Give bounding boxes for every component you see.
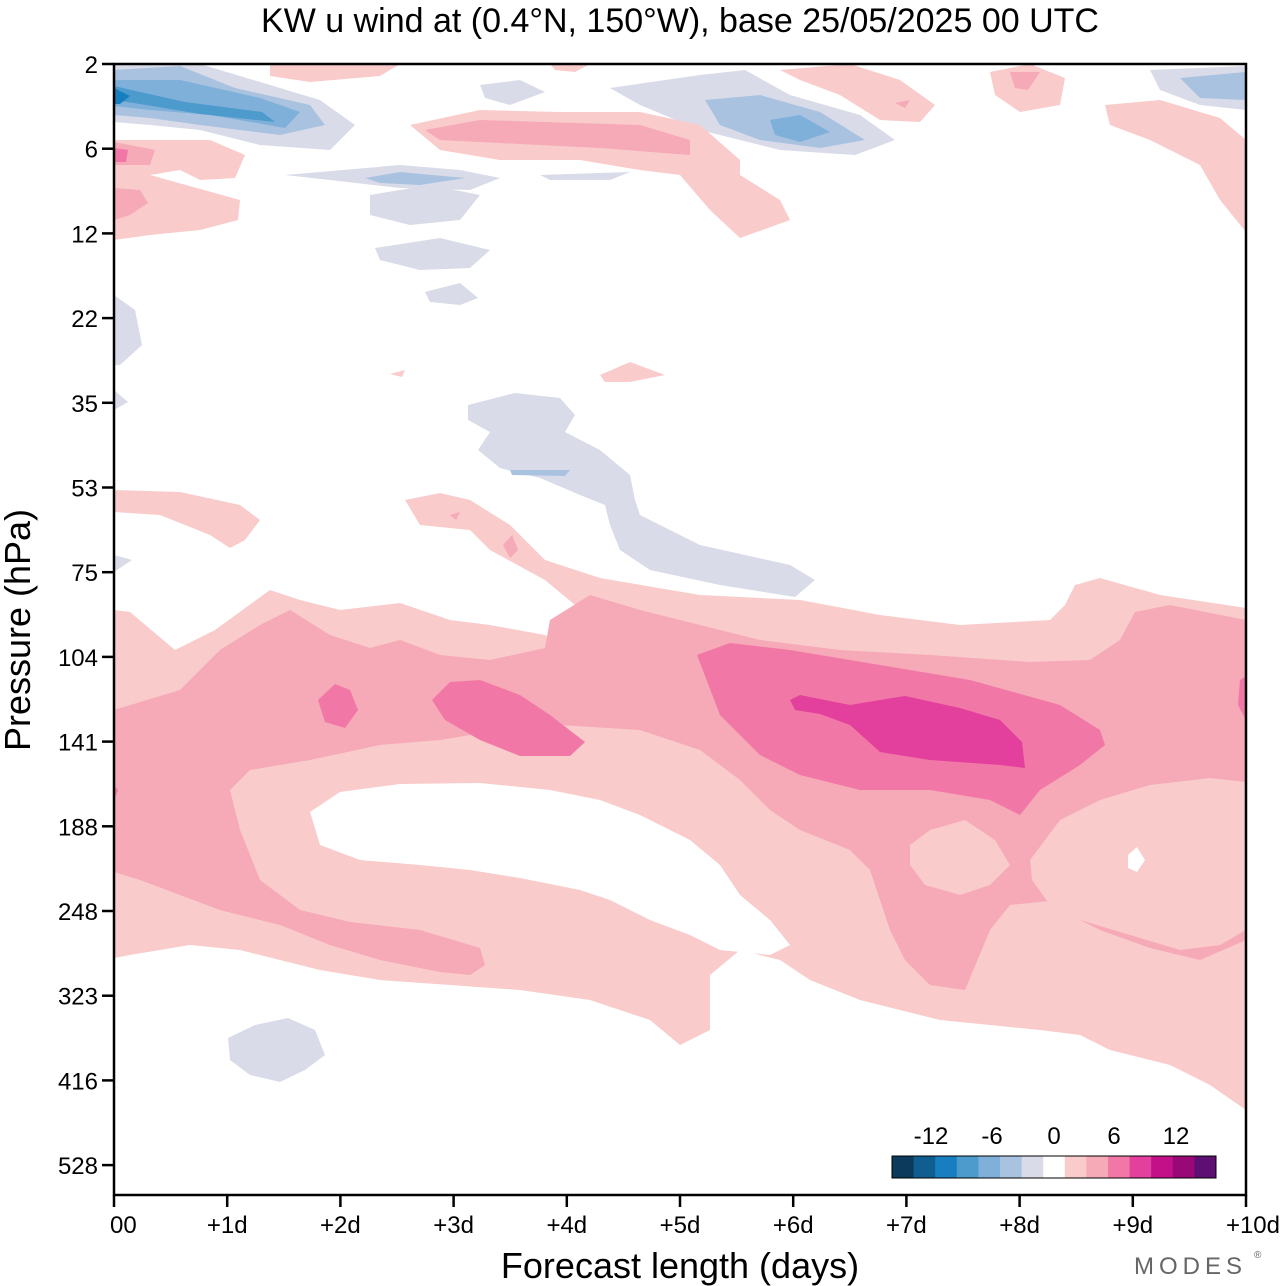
y-tick-label: 75 bbox=[71, 560, 98, 587]
colorbar-swatch bbox=[1151, 1156, 1174, 1178]
y-tick-label: 22 bbox=[71, 306, 98, 333]
y-tick-label: 2 bbox=[85, 52, 98, 79]
contour-neg-4-lower-strat bbox=[510, 470, 570, 476]
x-tick-label: +1d bbox=[207, 1212, 248, 1239]
contour-pos-2-strat-j bbox=[114, 490, 260, 548]
contour-pos-4-upper-e bbox=[895, 100, 910, 108]
y-tick-label: 53 bbox=[71, 476, 98, 503]
colorbar-tick-label: 12 bbox=[1163, 1123, 1190, 1150]
contour-pos-2-upper-g bbox=[550, 64, 590, 72]
x-axis: 00 +1d +2d +3d +4d +5d +6d +7d +8d +9d +10d bbox=[110, 1195, 1280, 1239]
colorbar-swatch bbox=[1129, 1156, 1152, 1178]
contour-zero-hole bbox=[310, 783, 790, 955]
plot-area: 2 6 12 22 35 53 75 104 141 188 248 323 416 528 00 +1d +… bbox=[58, 52, 1280, 1239]
contour-pos-2-strat-i bbox=[390, 370, 405, 377]
contour-pos-8-core bbox=[790, 695, 1025, 768]
contour-pos-4-upper-a bbox=[425, 120, 690, 155]
colorbar-legend: -12 -6 0 6 12 bbox=[891, 1123, 1217, 1179]
contour-neg-2-lower-strat bbox=[468, 393, 815, 597]
colorbar-swatch bbox=[1194, 1156, 1217, 1178]
colorbar-swatch bbox=[1108, 1156, 1131, 1178]
colorbar-swatch bbox=[1043, 1156, 1066, 1178]
contour-pos-2-hole-center bbox=[910, 820, 1010, 895]
y-axis-title: Pressure (hPa) bbox=[0, 509, 38, 751]
contour-neg-6-mid-upper bbox=[770, 115, 830, 142]
contour-pos-2-strat-h bbox=[600, 362, 665, 382]
y-tick-label: 323 bbox=[58, 984, 98, 1011]
contour-neg-4-right-upper bbox=[1180, 72, 1246, 100]
y-axis: 2 6 12 22 35 53 75 104 141 188 248 323 416 528 bbox=[58, 52, 114, 1180]
y-tick-label: 141 bbox=[58, 730, 98, 757]
contour-pos-6-upper-left bbox=[114, 148, 128, 162]
colorbar-swatch bbox=[956, 1156, 979, 1178]
contour-fields bbox=[114, 64, 1246, 1110]
trademark-mark: ® bbox=[1254, 1250, 1262, 1261]
contour-pos-4-upper-c bbox=[114, 188, 148, 220]
contour-neg-2-strat-c bbox=[375, 238, 490, 270]
y-tick-label: 35 bbox=[71, 391, 98, 418]
colorbar-swatch bbox=[978, 1156, 1001, 1178]
colorbar-tick-label: 0 bbox=[1047, 1123, 1060, 1150]
x-tick-label: 00 bbox=[110, 1212, 137, 1239]
contour-pos-2-upper-a bbox=[270, 64, 400, 82]
contour-neg-2-strat-f bbox=[540, 172, 630, 180]
colorbar-tick-label: -6 bbox=[981, 1123, 1002, 1150]
colorbar-swatch bbox=[1086, 1156, 1109, 1178]
contour-pos-2-upper-f bbox=[1105, 100, 1246, 232]
contour-pos-4-upper-d bbox=[1010, 72, 1040, 90]
contour-neg-10-upper bbox=[114, 88, 130, 104]
x-axis-title: Forecast length (days) bbox=[501, 1245, 859, 1286]
chart-title: KW u wind at (0.4°N, 150°W), base 25/05/… bbox=[261, 2, 1099, 40]
contour-pos-2-upper-d bbox=[780, 64, 935, 122]
contour-neg-2-strat-d bbox=[425, 283, 478, 305]
colorbar-swatch bbox=[913, 1156, 936, 1178]
contour-pos-6-core-small bbox=[318, 684, 358, 728]
x-tick-label: +3d bbox=[433, 1212, 474, 1239]
contour-zero-dot bbox=[1128, 847, 1145, 872]
contour-pos-6-core-left bbox=[432, 680, 585, 756]
colorbar-swatch bbox=[1021, 1156, 1044, 1178]
colorbar-swatch bbox=[1064, 1156, 1087, 1178]
y-tick-label: 104 bbox=[58, 645, 98, 672]
x-tick-label: +10d bbox=[1226, 1212, 1280, 1239]
y-tick-label: 248 bbox=[58, 899, 98, 926]
x-tick-label: +9d bbox=[1112, 1212, 1153, 1239]
colorbar-swatch bbox=[1000, 1156, 1023, 1178]
y-tick-label: 188 bbox=[58, 814, 98, 841]
contour-pos-4-strat-small bbox=[450, 512, 460, 520]
contour-neg-2-strat-e bbox=[480, 80, 545, 105]
colorbar-tick-label: -12 bbox=[914, 1123, 949, 1150]
contour-neg-2-left-edge-c bbox=[114, 555, 132, 572]
x-tick-label: +2d bbox=[320, 1212, 361, 1239]
contour-pos-4-strat-small-b bbox=[503, 535, 518, 558]
colorbar-swatch bbox=[1172, 1156, 1195, 1178]
contour-neg-4-strat-a bbox=[365, 172, 465, 185]
contour-neg-8-upper bbox=[114, 86, 275, 122]
y-tick-label: 12 bbox=[71, 221, 98, 248]
colorbar-swatch bbox=[935, 1156, 958, 1178]
contour-neg-2-left-edge-b bbox=[114, 390, 128, 410]
y-tick-label: 416 bbox=[58, 1068, 98, 1095]
colorbar-swatch bbox=[892, 1156, 915, 1178]
contour-neg-2-troposphere bbox=[228, 1018, 325, 1082]
x-tick-label: +5d bbox=[660, 1212, 701, 1239]
contour-neg-2-left-edge bbox=[114, 295, 142, 365]
modes-logo: MODES bbox=[1134, 1253, 1247, 1280]
colorbar-tick-label: 6 bbox=[1107, 1123, 1120, 1150]
x-tick-label: +4d bbox=[546, 1212, 587, 1239]
x-tick-label: +6d bbox=[773, 1212, 814, 1239]
y-tick-label: 528 bbox=[58, 1153, 98, 1180]
x-tick-label: +8d bbox=[999, 1212, 1040, 1239]
y-tick-label: 6 bbox=[85, 137, 98, 164]
x-tick-label: +7d bbox=[886, 1212, 927, 1239]
colorbar-frame bbox=[891, 1155, 1217, 1179]
contour-neg-2-strat-b bbox=[370, 185, 480, 225]
contour-pos-6-right-edge bbox=[1238, 676, 1246, 720]
